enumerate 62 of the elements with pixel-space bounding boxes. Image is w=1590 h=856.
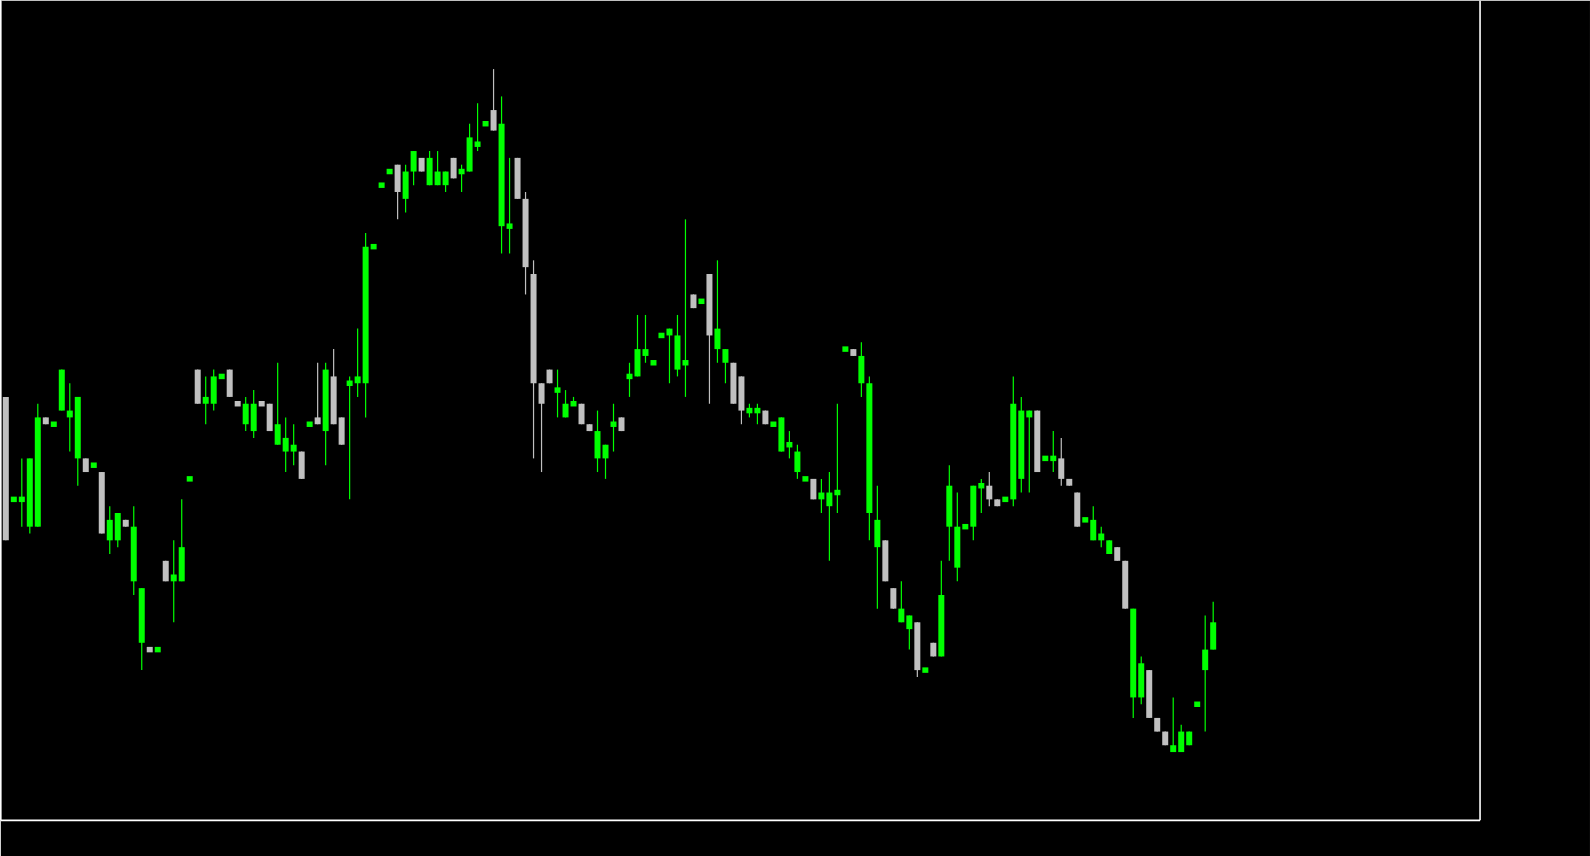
candlestick <box>274 362 281 446</box>
candlestick <box>290 423 297 466</box>
candlestick <box>266 402 273 432</box>
candlestick <box>202 375 209 425</box>
candlestick <box>986 471 993 507</box>
candlestick <box>714 259 721 364</box>
candlestick <box>674 314 681 377</box>
candlestick <box>466 122 473 172</box>
candlestick <box>906 614 913 651</box>
candlestick <box>410 150 417 186</box>
candlestick <box>914 621 921 678</box>
candlestick <box>882 539 889 582</box>
candlestick <box>754 402 761 425</box>
candlestick <box>1170 696 1177 753</box>
candlestick <box>946 464 953 562</box>
candlestick <box>426 150 433 186</box>
candlestick <box>538 382 545 473</box>
candlestick <box>554 368 561 418</box>
candlestick <box>394 163 401 220</box>
candlestick <box>794 443 801 480</box>
candlestick <box>634 314 641 377</box>
candlestick <box>490 68 497 131</box>
candlestick <box>282 416 289 473</box>
candlestick <box>194 368 201 405</box>
candlestick <box>562 389 569 418</box>
candlestick <box>954 491 961 582</box>
candlestick <box>970 484 977 541</box>
candlestick <box>106 505 113 555</box>
candlestick <box>1146 669 1153 719</box>
candlestick <box>1202 614 1209 733</box>
candlestick <box>778 416 785 452</box>
candlestick <box>210 368 217 412</box>
candlestick <box>730 362 737 405</box>
candlestick <box>682 218 689 398</box>
candlestick <box>1050 430 1057 473</box>
candlestick <box>594 409 601 473</box>
candlestick <box>298 450 305 480</box>
candlestick <box>314 362 321 425</box>
candlestick <box>58 368 65 412</box>
candlestick <box>1074 491 1081 528</box>
candlestick <box>1178 723 1185 753</box>
candlestick <box>114 512 121 548</box>
candlestick <box>834 402 841 514</box>
candlestick <box>434 150 441 186</box>
candlestick <box>18 457 25 528</box>
candlestick <box>722 348 729 384</box>
candlestick <box>170 539 177 623</box>
candlestick <box>178 498 185 582</box>
candlestick <box>1210 601 1217 651</box>
candlestick <box>874 484 881 610</box>
candlestick <box>226 368 233 398</box>
candlestick <box>242 396 249 432</box>
candlestick <box>826 471 833 562</box>
candlestick <box>514 157 521 200</box>
candlestick <box>402 163 409 213</box>
candlestick <box>346 375 353 500</box>
candlestick <box>898 580 905 623</box>
candlestick <box>1058 437 1065 487</box>
candlestick <box>1122 560 1129 610</box>
candlestick <box>250 389 257 439</box>
candlestick <box>1090 505 1097 541</box>
candlestick <box>858 341 865 398</box>
